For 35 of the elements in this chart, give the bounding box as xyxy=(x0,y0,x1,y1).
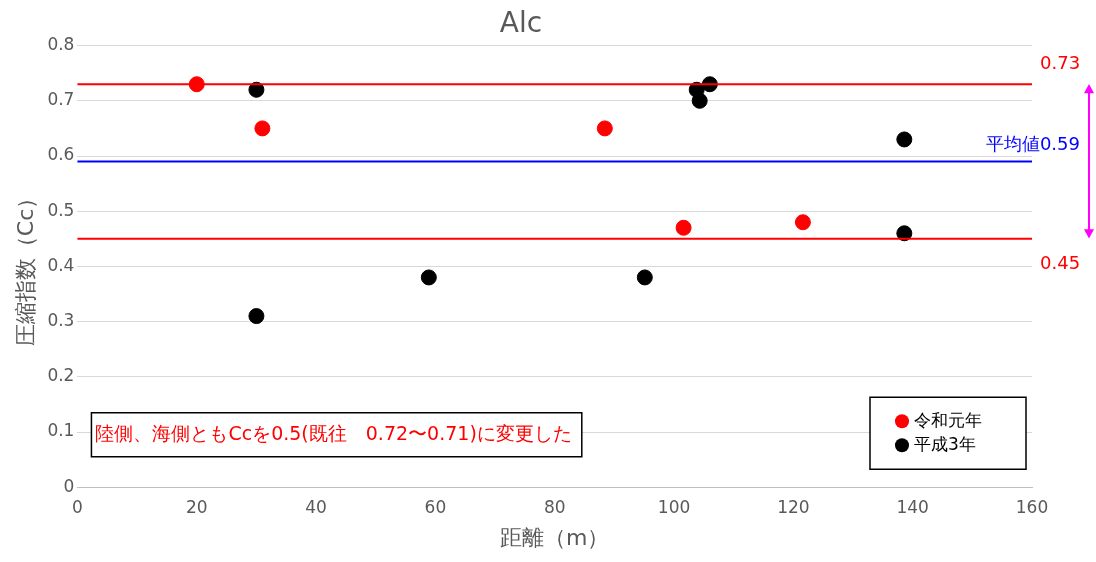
point xyxy=(896,131,913,148)
x-tick-label: 140 xyxy=(896,496,929,517)
point xyxy=(675,219,692,236)
x-tick-label: 60 xyxy=(424,496,447,517)
y-tick-label: 0.1 xyxy=(47,420,75,441)
point xyxy=(596,120,613,137)
x-tick-label: 80 xyxy=(543,496,566,517)
x-axis-title: 距離（m） xyxy=(500,524,610,550)
x-tick-label: 100 xyxy=(657,496,691,517)
x-tick-label: 20 xyxy=(185,496,208,517)
y-tick-label: 0.5 xyxy=(47,199,75,220)
point xyxy=(794,214,811,231)
point xyxy=(420,269,437,286)
y-tick-label: 0.6 xyxy=(47,144,75,165)
point xyxy=(248,308,265,325)
x-tick-label: 40 xyxy=(305,496,327,517)
y-axis-title: 圧縮指数（Cc） xyxy=(12,186,38,347)
y-tick-label: 0.8 xyxy=(47,34,75,55)
point xyxy=(636,269,653,286)
point xyxy=(691,92,708,109)
y-tick-label: 0 xyxy=(63,475,75,496)
point xyxy=(254,120,271,137)
annotation: 陸側、海側ともCcを0.5(既往 0.72〜0.71)に変更した xyxy=(95,421,572,444)
x-tick-label: 160 xyxy=(1015,496,1049,517)
legend-label: 平成3年 xyxy=(914,433,976,454)
y-tick-label: 0.7 xyxy=(47,89,75,110)
ref-line-label: 平均値0.59 xyxy=(985,133,1080,155)
y-tick-label: 0.3 xyxy=(47,310,75,331)
legend-label: 令和元年 xyxy=(914,409,982,430)
y-tick-label: 0.4 xyxy=(47,254,75,275)
x-tick-label: 120 xyxy=(777,496,810,517)
ref-line-label: 0.73 xyxy=(1040,51,1081,73)
ref-line-label: 0.45 xyxy=(1040,252,1081,274)
chart-title: Alc xyxy=(499,6,543,40)
y-tick-label: 0.2 xyxy=(47,365,75,386)
